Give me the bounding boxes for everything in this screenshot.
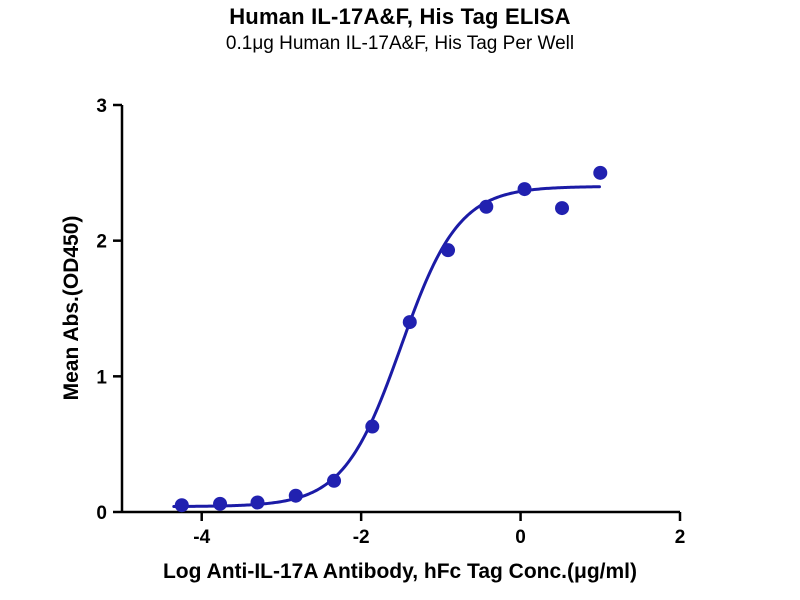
sigmoid-curve: [172, 185, 601, 508]
y-tick-label: 0: [96, 503, 107, 524]
chart-title: Human IL-17A&F, His Tag ELISA: [229, 4, 571, 29]
data-point: [555, 201, 570, 216]
data-point: [517, 182, 532, 197]
y-axis-label: Mean Abs.(OD450): [60, 216, 83, 401]
data-point: [327, 473, 342, 488]
data-point: [441, 243, 456, 258]
y-tick-label: 2: [96, 232, 107, 253]
data-point: [365, 419, 380, 434]
y-tick-label: 1: [96, 367, 107, 388]
data-point: [593, 165, 608, 180]
x-tick-label: 0: [515, 527, 526, 548]
axis-tick-labels: -4 -2 0 2 0 1 2 3: [96, 96, 685, 548]
chart-subtitle: 0.1μg Human IL-17A&F, His Tag Per Well: [225, 33, 575, 54]
y-tick-label: 3: [96, 96, 107, 117]
data-point: [213, 496, 228, 511]
data-point: [174, 498, 189, 513]
x-tick-label: -2: [353, 527, 370, 548]
x-tick-label: 2: [675, 527, 686, 548]
x-axis-label: Log Anti-IL-17A Antibody, hFc Tag Conc.(…: [162, 560, 638, 583]
fit-curve: [172, 185, 601, 508]
x-tick-label: -4: [193, 527, 210, 548]
data-points: [174, 165, 608, 513]
data-point: [250, 495, 265, 510]
axis-ticks: [113, 103, 682, 521]
data-point: [402, 315, 417, 330]
data-point: [288, 488, 303, 503]
data-point: [479, 199, 494, 214]
